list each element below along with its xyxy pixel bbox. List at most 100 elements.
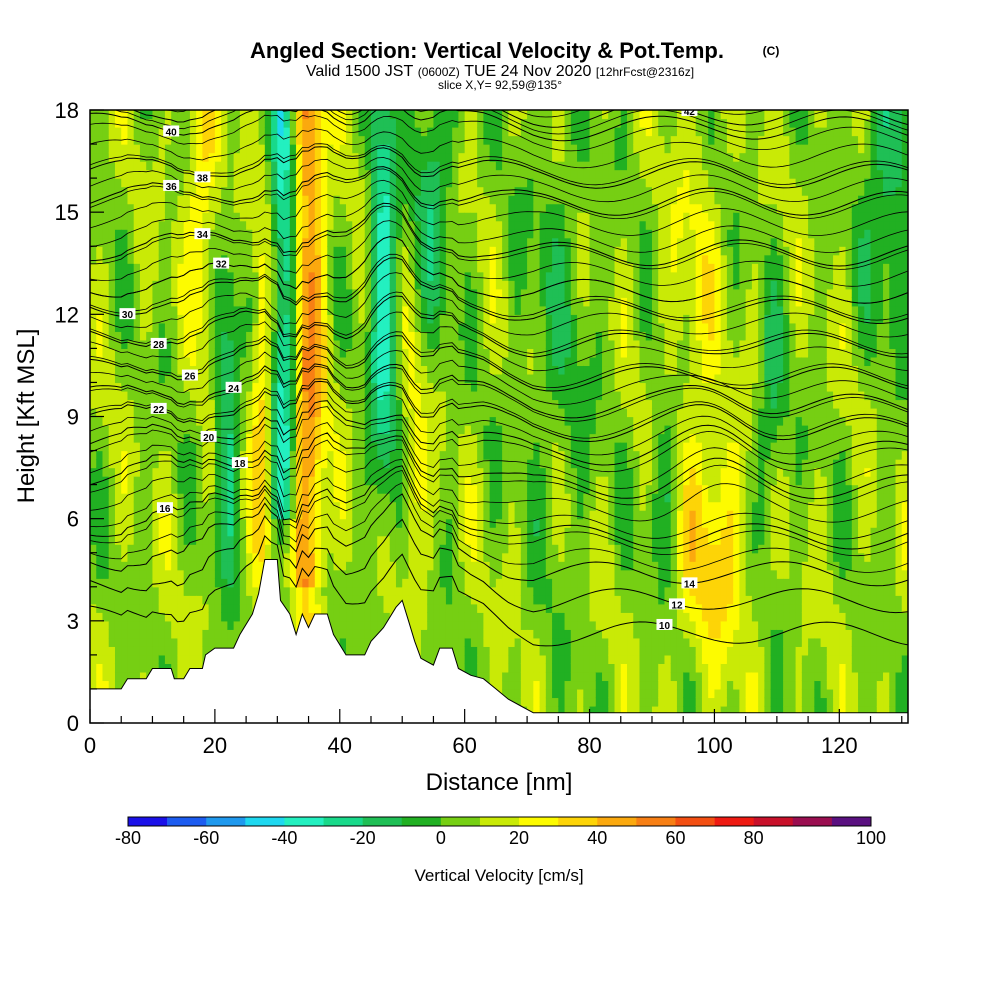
velocity-cell [327,535,335,545]
velocity-cell [514,297,522,307]
velocity-cell [321,373,328,384]
velocity-cell [470,178,478,188]
velocity-cell [90,552,97,562]
velocity-cell [458,425,466,435]
velocity-cell [246,339,253,349]
velocity-cell [196,220,203,230]
velocity-cell [439,305,447,315]
velocity-cell [358,169,366,179]
velocity-cell [202,501,210,511]
velocity-cell [177,476,185,486]
velocity-cell [139,544,147,554]
velocity-cell [196,501,203,511]
velocity-cell [420,382,428,392]
velocity-cell [221,280,228,290]
velocity-cell [252,161,260,171]
velocity-cell [427,654,435,664]
velocity-cell [114,305,122,315]
velocity-cell [464,280,472,290]
velocity-cell [258,297,266,307]
velocity-cell [514,442,522,452]
velocity-cell [258,220,266,230]
velocity-cell [90,390,97,401]
velocity-cell [96,110,104,120]
velocity-cell [127,322,135,332]
velocity-cell [433,127,441,137]
velocity-cell [90,501,97,511]
velocity-cell [389,339,397,349]
velocity-cell [96,407,104,418]
velocity-cell [314,331,322,341]
velocity-cell [364,144,372,154]
velocity-cell [96,527,104,537]
velocity-cell [327,425,335,435]
velocity-cell [227,365,235,375]
velocity-cell [383,603,391,613]
velocity-cell [264,144,272,154]
velocity-cell [477,331,484,341]
velocity-cell [314,237,322,247]
velocity-cell [502,169,509,179]
velocity-cell [389,603,397,613]
velocity-cell [164,629,172,639]
velocity-cell [171,518,179,528]
velocity-cell [171,484,179,494]
velocity-cell [152,501,160,511]
velocity-cell [208,178,216,188]
velocity-cell [314,305,322,315]
velocity-cell [502,254,509,264]
velocity-cell [146,578,154,588]
velocity-cell [214,595,222,605]
velocity-cell [227,407,235,418]
velocity-cell [114,433,122,443]
velocity-cell [445,220,453,230]
velocity-cell [458,442,466,452]
velocity-cell [108,127,116,137]
velocity-cell [208,331,216,341]
velocity-cell [495,552,503,562]
velocity-cell [433,518,441,528]
velocity-cell [370,459,378,469]
velocity-cell [352,356,360,367]
velocity-cell [358,612,366,622]
velocity-cell [152,288,160,298]
velocity-cell [177,305,185,315]
velocity-cell [514,110,522,120]
velocity-cell [427,144,435,154]
velocity-cell [314,339,322,349]
velocity-cell [146,654,154,664]
velocity-cell [202,365,210,375]
velocity-cell [420,195,428,205]
velocity-cell [114,229,122,239]
velocity-cell [202,510,210,520]
velocity-cell [177,280,185,290]
velocity-cell [214,280,222,290]
velocity-cell [483,476,491,486]
velocity-cell [427,399,435,409]
velocity-cell [508,339,516,349]
velocity-cell [189,459,197,469]
velocity-cell [389,229,397,239]
velocity-cell [90,569,97,579]
velocity-cell [395,314,403,324]
velocity-cell [495,578,503,588]
velocity-cell [445,263,453,273]
velocity-cell [433,586,441,596]
velocity-cell [520,603,528,613]
velocity-cell [308,535,316,545]
velocity-cell [346,535,353,545]
velocity-cell [302,416,310,426]
velocity-cell [370,237,378,247]
velocity-cell [389,425,397,435]
velocity-cell [183,629,191,639]
velocity-cell [395,399,403,409]
velocity-cell [452,569,460,579]
velocity-cell [402,203,410,213]
velocity-cell [296,365,303,375]
velocity-cell [127,425,135,435]
velocity-cell [383,135,391,145]
velocity-cell [339,373,347,384]
velocity-cell [302,339,310,349]
velocity-cell [495,629,503,639]
velocity-cell [483,637,491,647]
